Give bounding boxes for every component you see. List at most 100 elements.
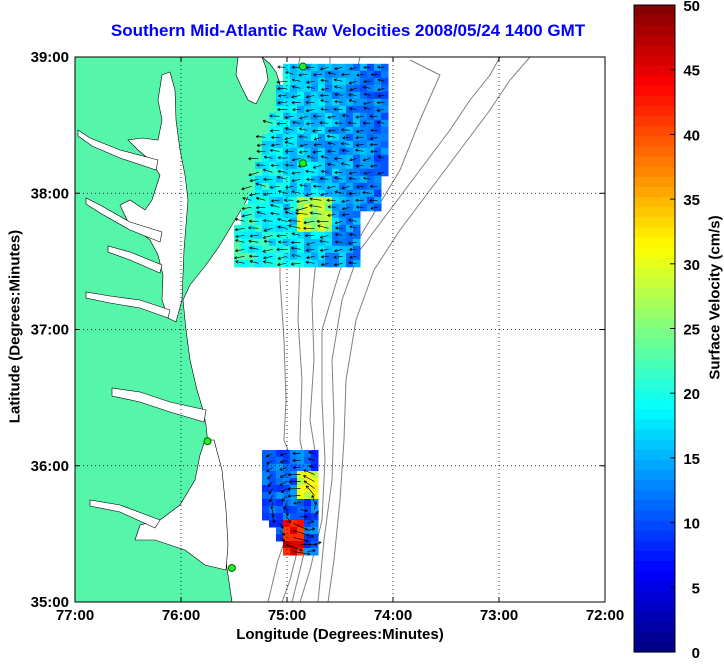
velocity-cell — [339, 238, 347, 247]
velocity-cell — [325, 245, 333, 254]
velocity-arrow — [279, 523, 284, 529]
velocity-cell — [367, 133, 375, 142]
velocity-cell — [360, 154, 368, 163]
velocity-cell — [332, 182, 340, 191]
velocity-cell — [297, 231, 305, 240]
velocity-cell — [290, 126, 298, 135]
velocity-cell — [346, 70, 354, 79]
colorbar-swatch — [634, 106, 675, 117]
velocity-arrow — [313, 114, 322, 118]
velocity-arrow — [266, 460, 273, 465]
velocity-cell — [234, 245, 242, 254]
velocity-cell — [381, 126, 389, 135]
map-area — [75, 57, 531, 602]
velocity-arrow — [370, 128, 378, 132]
velocity-cell — [325, 161, 333, 170]
velocity-arrow — [307, 549, 316, 553]
velocity-cell — [311, 91, 319, 100]
colorbar-swatch — [634, 288, 675, 299]
colorbar-swatch — [634, 510, 675, 522]
velocity-arrow — [348, 241, 357, 245]
velocity-arrow — [298, 150, 308, 154]
velocity-cell — [283, 154, 291, 163]
velocity-cell — [360, 196, 368, 205]
velocity-cell — [325, 168, 333, 177]
colorbar-swatch — [634, 116, 675, 127]
velocity-arrow — [276, 80, 287, 84]
velocity-cell — [325, 175, 333, 184]
velocity-cell — [367, 203, 375, 212]
velocity-arrow — [288, 224, 301, 229]
colorbar-swatch — [634, 621, 675, 633]
velocity-cell — [297, 485, 305, 493]
velocity-cell — [269, 168, 277, 177]
velocity-cell — [255, 210, 263, 219]
velocity-cell — [318, 203, 326, 212]
james-river — [85, 291, 171, 319]
velocity-arrow — [295, 206, 308, 212]
velocity-cell — [262, 182, 270, 191]
velocity-arrow — [268, 488, 273, 495]
velocity-cell — [353, 63, 361, 72]
colorbar-swatch — [634, 126, 675, 138]
velocity-cell — [367, 189, 375, 198]
velocity-arrow — [290, 262, 301, 266]
velocity-cell — [283, 471, 291, 479]
velocity-cell — [381, 112, 389, 121]
velocity-cell — [297, 224, 305, 233]
velocity-cell — [332, 252, 340, 261]
colorbar-tick-label: 30 — [683, 257, 700, 274]
velocity-cell — [283, 196, 291, 205]
velocity-cell — [290, 189, 298, 198]
velocity-arrow — [356, 73, 364, 77]
velocity-cell — [381, 77, 389, 86]
velocity-cell — [311, 478, 319, 486]
velocity-cell — [311, 520, 319, 528]
velocity-arrow — [348, 171, 357, 175]
velocity-cell — [339, 119, 347, 128]
colorbar-swatch — [634, 348, 675, 360]
velocity-arrow — [326, 134, 336, 139]
radar-station-marker — [203, 437, 212, 446]
velocity-cell — [283, 168, 291, 177]
colorbar-tick-label: 40 — [683, 127, 700, 144]
velocity-arrow — [312, 129, 322, 133]
velocity-cell — [297, 140, 305, 149]
velocity-arrow — [363, 92, 371, 96]
velocity-cell — [311, 499, 319, 507]
velocity-arrow — [334, 176, 343, 180]
velocity-cell — [325, 140, 333, 149]
velocity-cell — [360, 126, 368, 135]
velocity-arrow — [278, 190, 287, 194]
velocity-arrow — [363, 106, 371, 110]
velocity-cell — [276, 161, 284, 170]
velocity-arrow — [317, 224, 329, 229]
velocity-cell — [255, 231, 263, 240]
velocity-cell — [276, 513, 284, 521]
colorbar-swatch — [634, 156, 675, 168]
velocity-cell — [346, 105, 354, 114]
velocity-arrow — [309, 197, 322, 201]
velocity-arrow — [369, 198, 378, 203]
velocity-cell — [290, 203, 298, 212]
velocity-arrow — [296, 199, 308, 204]
velocity-cell — [318, 224, 326, 233]
velocity-cell — [325, 70, 333, 79]
velocity-cell — [269, 520, 277, 528]
velocity-arrow — [270, 163, 280, 168]
velocity-cell — [311, 471, 319, 479]
velocity-cell — [241, 231, 249, 240]
velocity-cell — [311, 450, 319, 458]
velocity-arrow — [334, 85, 343, 89]
velocity-arrow — [347, 121, 357, 125]
velocity-arrow — [248, 171, 259, 177]
velocity-cell — [255, 168, 263, 177]
velocity-cell — [318, 189, 326, 198]
velocity-cell — [311, 147, 319, 156]
velocity-arrow — [267, 481, 273, 487]
velocity-arrow — [349, 247, 357, 252]
velocity-cell — [353, 84, 361, 93]
velocity-cell — [360, 105, 368, 114]
velocity-cell — [311, 224, 319, 233]
velocity-cell — [304, 147, 312, 156]
